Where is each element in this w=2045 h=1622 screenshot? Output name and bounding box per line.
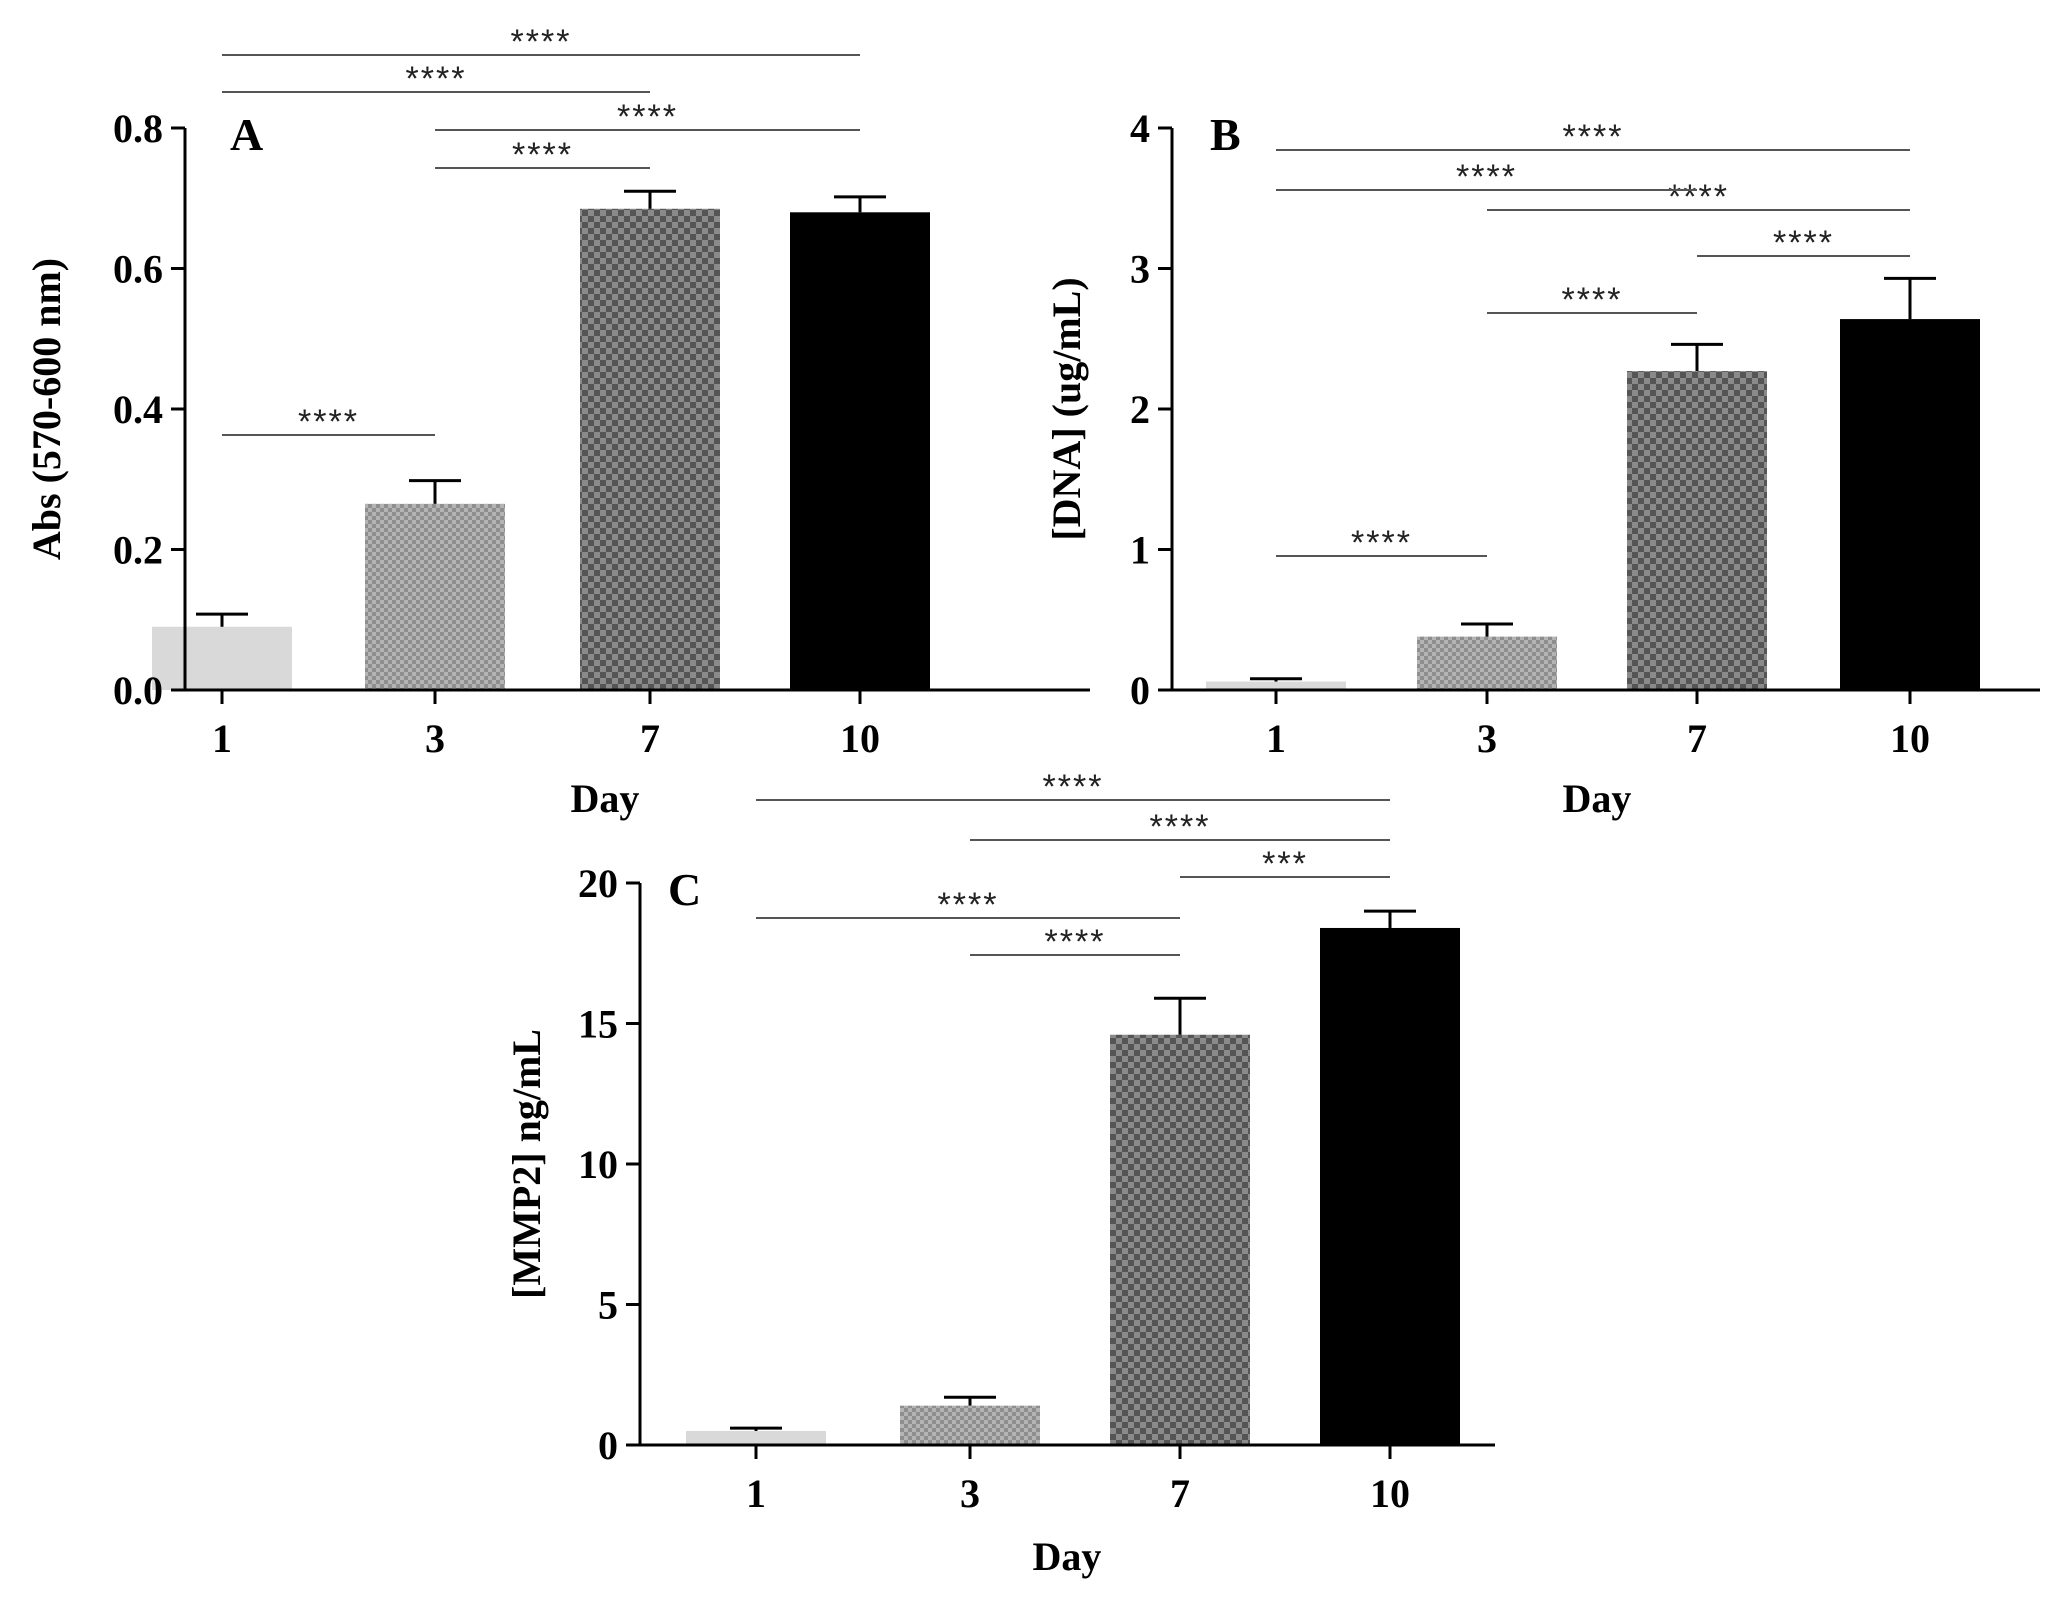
significance-label: **** bbox=[938, 886, 999, 924]
x-axis-title: Day bbox=[1033, 1534, 1102, 1579]
x-tick-label: 10 bbox=[1890, 716, 1930, 761]
y-tick-label: 0.6 bbox=[113, 247, 163, 292]
significance-label: **** bbox=[1562, 281, 1623, 319]
panel-label: A bbox=[230, 109, 263, 160]
y-tick-label: 0 bbox=[1130, 668, 1150, 713]
significance-label: **** bbox=[512, 136, 573, 174]
y-tick-label: 2 bbox=[1130, 387, 1150, 432]
y-tick-label: 5 bbox=[598, 1283, 618, 1328]
x-tick-label: 7 bbox=[640, 716, 660, 761]
bar-day-7 bbox=[1627, 371, 1767, 690]
y-tick-label: 0.4 bbox=[113, 387, 163, 432]
panel-a-chart: 0.0 0.2 0.4 0.6 0.8 1 3 7 10 Day Abs (570-600 nm) A… bbox=[24, 23, 1090, 821]
x-axis-title: Day bbox=[571, 776, 640, 821]
y-tick-label: 0 bbox=[598, 1423, 618, 1468]
bar-day-1 bbox=[1206, 681, 1346, 690]
bar-day-7 bbox=[580, 208, 720, 690]
x-tick-label: 1 bbox=[746, 1471, 766, 1516]
panel-label: C bbox=[668, 864, 701, 915]
y-tick-label: 10 bbox=[578, 1142, 618, 1187]
significance-label: **** bbox=[1043, 768, 1104, 806]
x-tick-label: 3 bbox=[425, 716, 445, 761]
significance-label: **** bbox=[1563, 118, 1624, 156]
significance-label: **** bbox=[511, 23, 572, 61]
bar-day-7 bbox=[1110, 1034, 1250, 1445]
significance-label: **** bbox=[406, 60, 467, 98]
panel-b-chart: 0 1 2 3 4 1 3 7 10 Day [DNA] (ug/mL) B **** **** **** *… bbox=[1044, 106, 2040, 821]
bar-day-10 bbox=[1840, 319, 1980, 690]
significance-label: **** bbox=[1150, 808, 1211, 846]
y-axis-title: Abs (570-600 nm) bbox=[24, 258, 69, 560]
significance-label: **** bbox=[1773, 224, 1834, 262]
y-tick-label: 4 bbox=[1130, 106, 1150, 151]
significance-label: **** bbox=[1668, 178, 1729, 216]
x-tick-label: 10 bbox=[1370, 1471, 1410, 1516]
y-tick-label: 20 bbox=[578, 861, 618, 906]
bar-day-3 bbox=[900, 1405, 1040, 1445]
y-axis-title: [DNA] (ug/mL) bbox=[1044, 277, 1089, 540]
y-tick-label: 3 bbox=[1130, 247, 1150, 292]
bar-day-3 bbox=[365, 503, 505, 690]
x-tick-label: 7 bbox=[1687, 716, 1707, 761]
significance-label: **** bbox=[1351, 524, 1412, 562]
bar-day-10 bbox=[790, 212, 930, 691]
y-tick-label: 0.0 bbox=[113, 668, 163, 713]
significance-label: **** bbox=[298, 403, 359, 441]
bar-day-1 bbox=[152, 626, 292, 690]
significance-label: *** bbox=[1262, 845, 1308, 883]
y-tick-label: 15 bbox=[578, 1002, 618, 1047]
x-tick-label: 10 bbox=[840, 716, 880, 761]
significance-label: **** bbox=[617, 98, 678, 136]
significance-label: **** bbox=[1456, 158, 1517, 196]
bar-day-1 bbox=[686, 1430, 826, 1445]
y-tick-label: 0.8 bbox=[113, 106, 163, 151]
significance-label: **** bbox=[1045, 923, 1106, 961]
x-tick-label: 1 bbox=[1266, 716, 1286, 761]
x-axis-title: Day bbox=[1563, 776, 1632, 821]
y-axis-title: [MMP2] ng/mL bbox=[504, 1029, 549, 1299]
x-tick-label: 7 bbox=[1170, 1471, 1190, 1516]
x-tick-label: 3 bbox=[1477, 716, 1497, 761]
x-tick-label: 3 bbox=[960, 1471, 980, 1516]
panel-label: B bbox=[1210, 109, 1241, 160]
y-tick-label: 0.2 bbox=[113, 528, 163, 573]
bar-day-10 bbox=[1320, 927, 1460, 1445]
bar-day-3 bbox=[1417, 636, 1557, 690]
x-tick-label: 1 bbox=[212, 716, 232, 761]
y-tick-label: 1 bbox=[1130, 528, 1150, 573]
